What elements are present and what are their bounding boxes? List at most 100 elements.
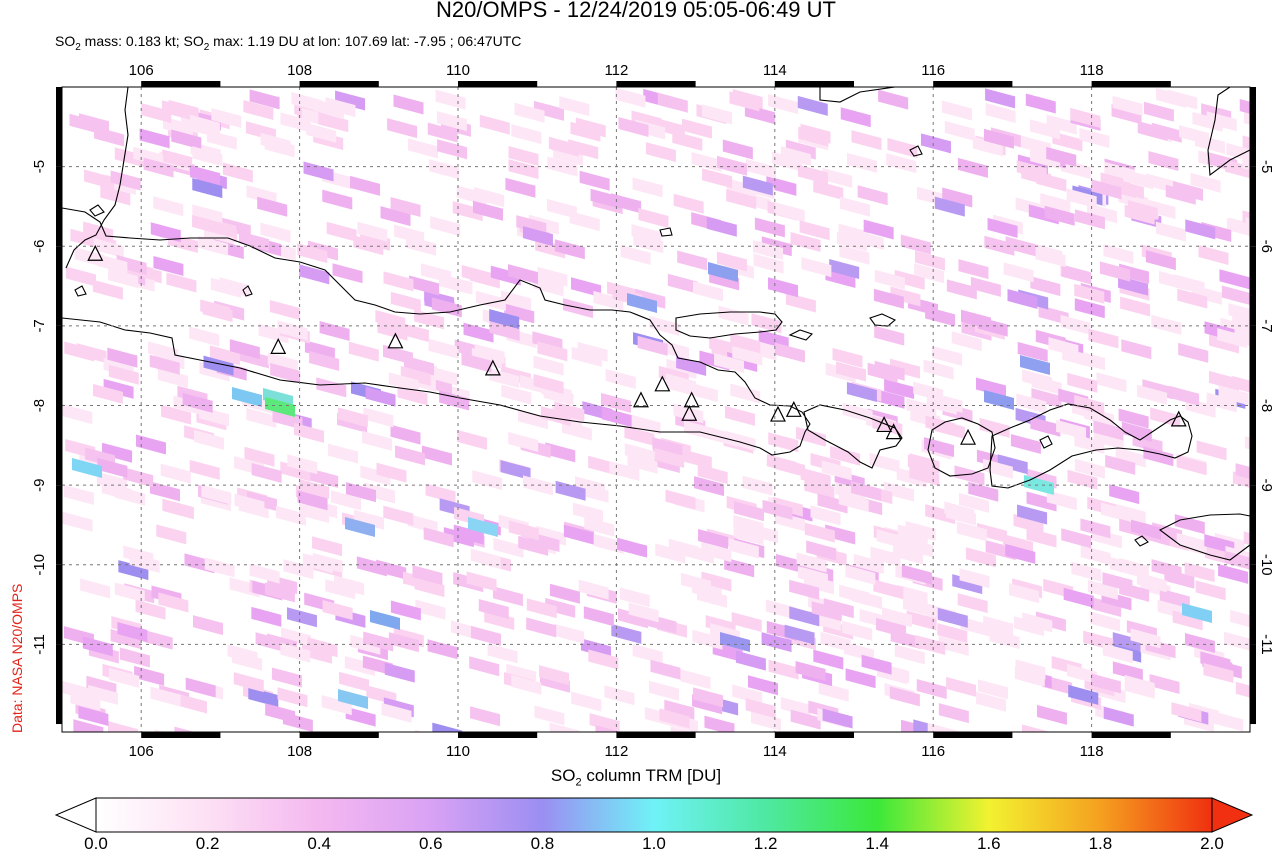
so2-pixel [916,679,947,700]
so2-pixel [555,480,586,501]
so2-pixel [753,240,784,261]
so2-pixel [957,157,988,178]
so2-pixel [680,669,711,690]
triangle-icon [876,416,893,433]
so2-pixel [471,625,502,646]
so2-pixel [200,299,231,320]
so2-pixel [937,623,968,644]
so2-pixel [489,309,520,330]
so2-pixel [894,644,925,665]
frame-bar-top [774,81,854,87]
so2-pixel [487,643,518,664]
so2-pixel [768,94,799,115]
so2-pixel [840,196,871,217]
so2-pixel [260,222,291,243]
so2-pixel [914,263,945,284]
so2-pixel [97,457,128,478]
so2-pixel [148,341,179,362]
sumba-coastline [1158,513,1250,561]
so2-pixel [838,492,869,513]
so2-pixel [1118,275,1149,296]
so2-pixel [428,338,459,359]
so2-pixel [907,454,938,475]
so2-pixel [508,432,539,453]
so2-pixel-high [1182,603,1212,623]
so2-pixel [638,208,669,229]
so2-pixel [463,322,494,343]
so2-pixel [853,554,884,575]
so2-pixel [800,467,831,488]
so2-pixel [1010,433,1041,454]
so2-pixel [174,726,195,732]
so2-pixel [733,501,764,522]
so2-pixel [906,610,937,631]
so2-pixel [668,376,699,397]
so2-pixel [166,272,197,293]
so2-pixel [975,377,1006,398]
so2-pixel [1243,531,1250,546]
so2-pixel [299,264,330,285]
map-title: N20/OMPS - 12/24/2019 05:05-06:49 UT [436,0,836,22]
so2-pixel [548,136,579,157]
so2-pixel [110,170,141,191]
so2-pixel [398,322,429,343]
so2-pixel [478,599,509,620]
so2-pixel [123,545,154,566]
so2-pixel [728,538,759,559]
so2-pixel [1171,702,1202,723]
so2-pixel [677,250,708,271]
so2-pixel [1074,209,1105,230]
so2-pixel [380,206,411,227]
so2-pixel [906,398,937,419]
so2-pixel [490,265,521,286]
so2-summary: SO2 mass: 0.183 kt; SO2 max: 1.19 DU at … [55,33,521,53]
so2-pixel [872,415,903,436]
so2-pixel-high [345,517,375,537]
so2-pixel [97,253,128,274]
so2-pixel [62,404,93,425]
so2-pixel [654,447,685,468]
so2-pixel [469,656,500,677]
so2-pixel [742,175,773,196]
lat-tick-label-right: -10 [1258,554,1272,576]
lat-tick-label-left: -7 [31,319,48,332]
so2-pixel [210,277,241,298]
so2-pixel [507,264,538,285]
so2-pixel-high [338,689,368,709]
so2-pixel [796,552,827,573]
so2-pixel [1127,200,1158,221]
so2-pixel [518,535,549,556]
frame-bar-top [616,81,696,87]
so2-pixel [269,300,300,321]
so2-pixel [889,686,920,707]
java-coastline [62,207,811,456]
lon-tick-label-top: 118 [1080,62,1104,79]
so2-pixel [540,406,571,427]
so2-pixel [1096,372,1127,393]
so2-pixel [985,103,1016,124]
so2-pixel [489,368,520,389]
so2-pixel [404,355,435,376]
lat-tick-label-right: -7 [1258,319,1272,332]
so2-pixel [680,572,711,593]
so2-pixel [1022,369,1053,390]
so2-pixel [932,392,963,413]
so2-pixel [547,156,578,177]
lon-tick-label-top: 112 [604,62,628,79]
so2-pixel [902,597,933,618]
axis-frame-bars [56,81,1256,738]
so2-pixel [322,189,353,210]
so2-pixel [472,470,503,491]
so2-pixel [704,715,735,732]
so2-pixel [1066,663,1097,684]
so2-pixel-high [468,517,498,537]
so2-pixel [1206,111,1237,132]
so2-pixel [729,91,760,112]
so2-pixel [709,336,740,357]
so2-pixel [357,221,388,242]
so2-pixel [189,459,220,480]
so2-pixel [251,606,282,627]
so2-pixel [287,454,318,475]
so2-pixel [309,351,340,372]
so2-pixel [119,647,150,668]
